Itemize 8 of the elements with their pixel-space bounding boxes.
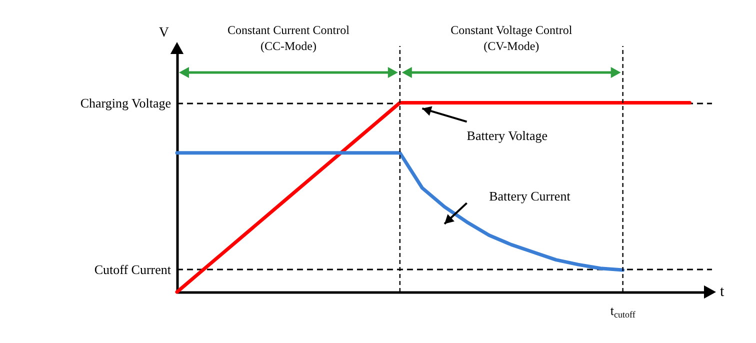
x-axis-title: t [720, 284, 725, 300]
ref-line-label: Cutoff Current [94, 262, 172, 277]
text: Battery Current [489, 188, 571, 204]
y-axis-title: V [158, 26, 169, 40]
text: Constant Voltage Control (CV-Mode) [450, 23, 573, 53]
text: Constant Current Control (CC-Mode) [227, 23, 350, 53]
ref-line-label: Charging Voltage [80, 95, 172, 110]
series-label: Battery Voltage [466, 128, 548, 143]
